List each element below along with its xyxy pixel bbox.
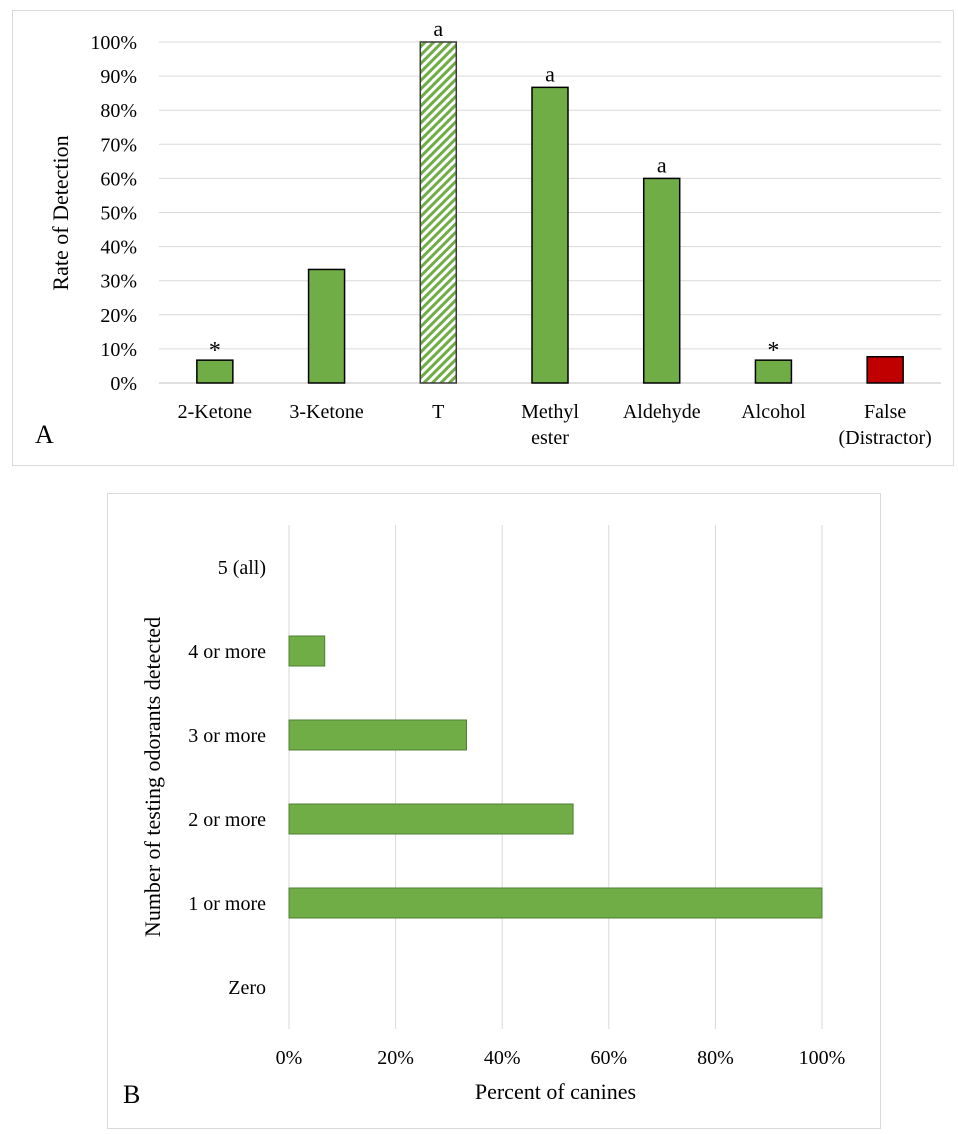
- y-tick-label: 3 or more: [188, 725, 266, 747]
- y-tick-label: 100%: [90, 32, 137, 54]
- detection-rate-chart: 0% 10% 20% 30% 40% 50% 60% 70% 80% 90% 100% Rate of…: [35, 16, 941, 449]
- x-tick-label: 3-Ketone: [289, 401, 364, 423]
- bar: [288, 803, 574, 835]
- x-tick-label: 60%: [590, 1047, 627, 1069]
- significance-label: *: [209, 338, 221, 364]
- significance-label: a: [433, 16, 443, 41]
- y-tick-label: 30%: [100, 271, 137, 293]
- bar: [288, 635, 326, 667]
- bar: [307, 268, 346, 384]
- y-tick-label: 40%: [100, 237, 137, 259]
- bar: [288, 719, 467, 751]
- x-tick-label: 80%: [697, 1047, 734, 1069]
- x-axis-title: Percent of canines: [475, 1079, 636, 1104]
- bar: [754, 359, 793, 384]
- y-tick-label: 5 (all): [218, 557, 266, 579]
- y-axis-title: Number of testing odorants detected: [140, 617, 165, 937]
- x-tick-label: 40%: [484, 1047, 521, 1069]
- x-tick-label: ester: [531, 427, 569, 449]
- bar: [288, 887, 823, 919]
- x-tick-label: Methyl: [521, 401, 579, 423]
- y-axis-title: Rate of Detection: [48, 135, 73, 290]
- y-tick-label: 4 or more: [188, 641, 266, 663]
- y-tick-label: 0%: [110, 373, 137, 395]
- x-tick-label: Aldehyde: [623, 401, 701, 423]
- panel-label-b: B: [123, 1080, 140, 1109]
- y-tick-label: Zero: [228, 977, 266, 999]
- bar: [642, 177, 681, 384]
- panel-a: 0% 10% 20% 30% 40% 50% 60% 70% 80% 90% 100% Rate of…: [12, 10, 954, 466]
- bar: [531, 86, 569, 384]
- significance-label: a: [545, 61, 555, 86]
- x-tick-label: 2-Ketone: [178, 401, 253, 423]
- odorant-count-chart: 0% 20% 40% 60% 80% 100% 5 (all) 4 or more 3 or m…: [123, 525, 846, 1109]
- y-tick-label: 90%: [100, 66, 137, 88]
- x-tick-label: 100%: [799, 1047, 846, 1069]
- y-tick-label: 10%: [100, 339, 137, 361]
- x-tick-label: T: [432, 401, 444, 423]
- x-tick-label: 0%: [276, 1047, 303, 1069]
- y-tick-label: 60%: [100, 168, 137, 190]
- x-tick-label: (Distractor): [838, 427, 931, 449]
- x-tick-label: Alcohol: [741, 401, 806, 423]
- y-tick-label: 70%: [100, 134, 137, 156]
- x-tick-label: 20%: [377, 1047, 414, 1069]
- y-tick-label: 2 or more: [188, 809, 266, 831]
- y-tick-label: 80%: [100, 100, 137, 122]
- bar: [419, 41, 458, 384]
- panel-label-a: A: [35, 420, 54, 449]
- y-tick-label: 20%: [100, 305, 137, 327]
- significance-label: a: [657, 152, 667, 177]
- y-tick-label: 1 or more: [188, 893, 266, 915]
- x-tick-label: False: [864, 401, 906, 423]
- bar: [866, 355, 904, 384]
- bar: [196, 359, 234, 384]
- panel-b: 0% 20% 40% 60% 80% 100% 5 (all) 4 or more 3 or m…: [107, 493, 881, 1129]
- significance-label: *: [767, 338, 779, 364]
- y-tick-label: 50%: [100, 203, 137, 225]
